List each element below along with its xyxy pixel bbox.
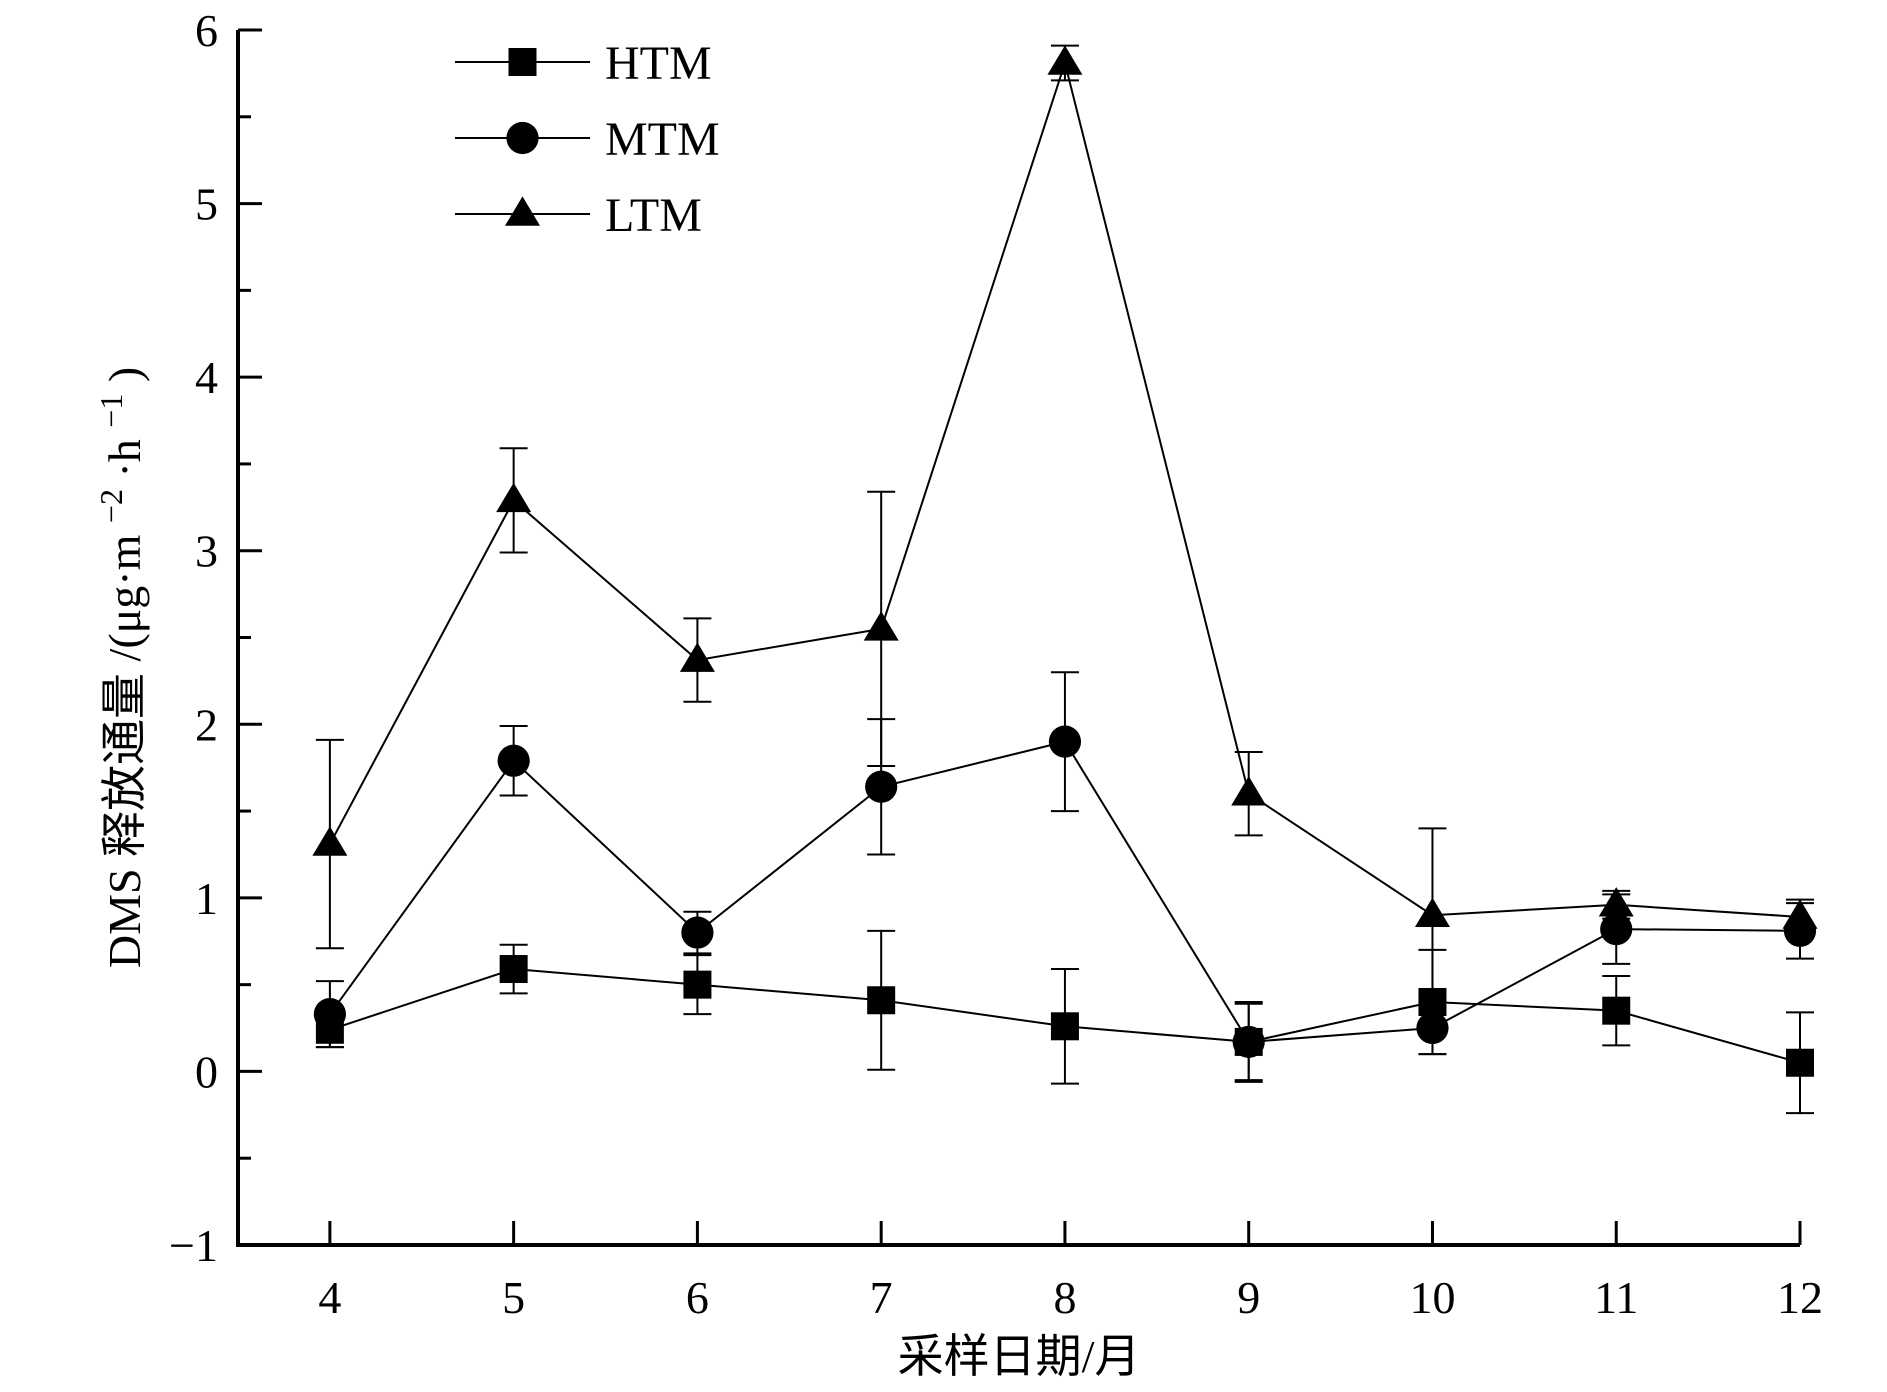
y-tick-label: 0 [195,1046,218,1097]
y-tick-label: −1 [169,1220,218,1271]
x-tick-label: 7 [870,1272,893,1323]
ltm-point [1231,776,1267,806]
ltm-point [679,642,715,672]
y-axis-title-mid: ·h [99,439,150,477]
ltm-point [1047,45,1083,75]
mtm-point [1416,1011,1449,1045]
htm-point [1602,996,1631,1025]
htm-point [1418,988,1447,1016]
y-axis-title-sup1: −2 [93,489,129,523]
ltm-point [863,611,899,641]
mtm-point [313,998,346,1031]
mtm-point [1600,913,1633,946]
legend-label-htm: HTM [605,37,712,90]
legend: HTM MTM LTM [455,37,720,242]
x-tick-label: 5 [502,1272,525,1323]
y-axis-title-sup2: −1 [93,394,129,428]
ltm-point [1782,899,1818,929]
ltm-point [312,826,348,856]
mtm-point [1048,725,1082,758]
htm-point [683,970,712,999]
ltm-point [1598,887,1634,917]
legend-marker-htm [508,48,537,76]
legend-marker-ltm [505,196,540,226]
ltm-point [496,482,532,513]
error-bars [315,44,1814,1115]
y-tick-label: 2 [195,699,218,750]
y-axis-title-prefix: DMS 释放通量 /(μg·m [99,534,150,968]
htm-point [867,986,896,1015]
x-tick-label: 6 [686,1272,709,1323]
htm-point [1050,1012,1079,1041]
axis-labels: 采样日期/月 DMS 释放通量 /(μg·m −2 ·h −1 ) [81,367,1141,1382]
series-lines [329,59,1801,1064]
legend-label-ltm: LTM [605,189,702,242]
x-tick-label: 11 [1594,1272,1638,1323]
ltm-point [1414,897,1450,927]
y-tick-label: 1 [195,873,218,924]
mtm-point [1232,1025,1265,1059]
x-tick-label: 4 [318,1272,341,1323]
y-axis-title: DMS 释放通量 /(μg·m −2 ·h −1 ) [81,367,150,968]
x-tick-label: 10 [1409,1272,1455,1323]
mtm-point [681,916,714,949]
legend-label-mtm: MTM [605,113,720,166]
mtm-point [497,744,530,777]
y-tick-label: 3 [195,526,218,577]
x-tick-label: 9 [1237,1272,1260,1323]
y-tick-label: 5 [195,179,218,230]
htm-point [499,955,528,984]
x-axis-title: 采样日期/月 [898,1331,1141,1382]
x-tick-label: 8 [1053,1272,1076,1323]
y-axis-title-suffix: ) [99,367,150,382]
y-tick-label: 6 [195,5,218,56]
y-tick-label: 4 [195,352,218,403]
data-markers [312,45,1818,1077]
legend-marker-mtm [506,121,539,155]
x-tick-label: 12 [1777,1272,1823,1323]
mtm-point [865,770,898,803]
htm-point [1786,1048,1814,1077]
